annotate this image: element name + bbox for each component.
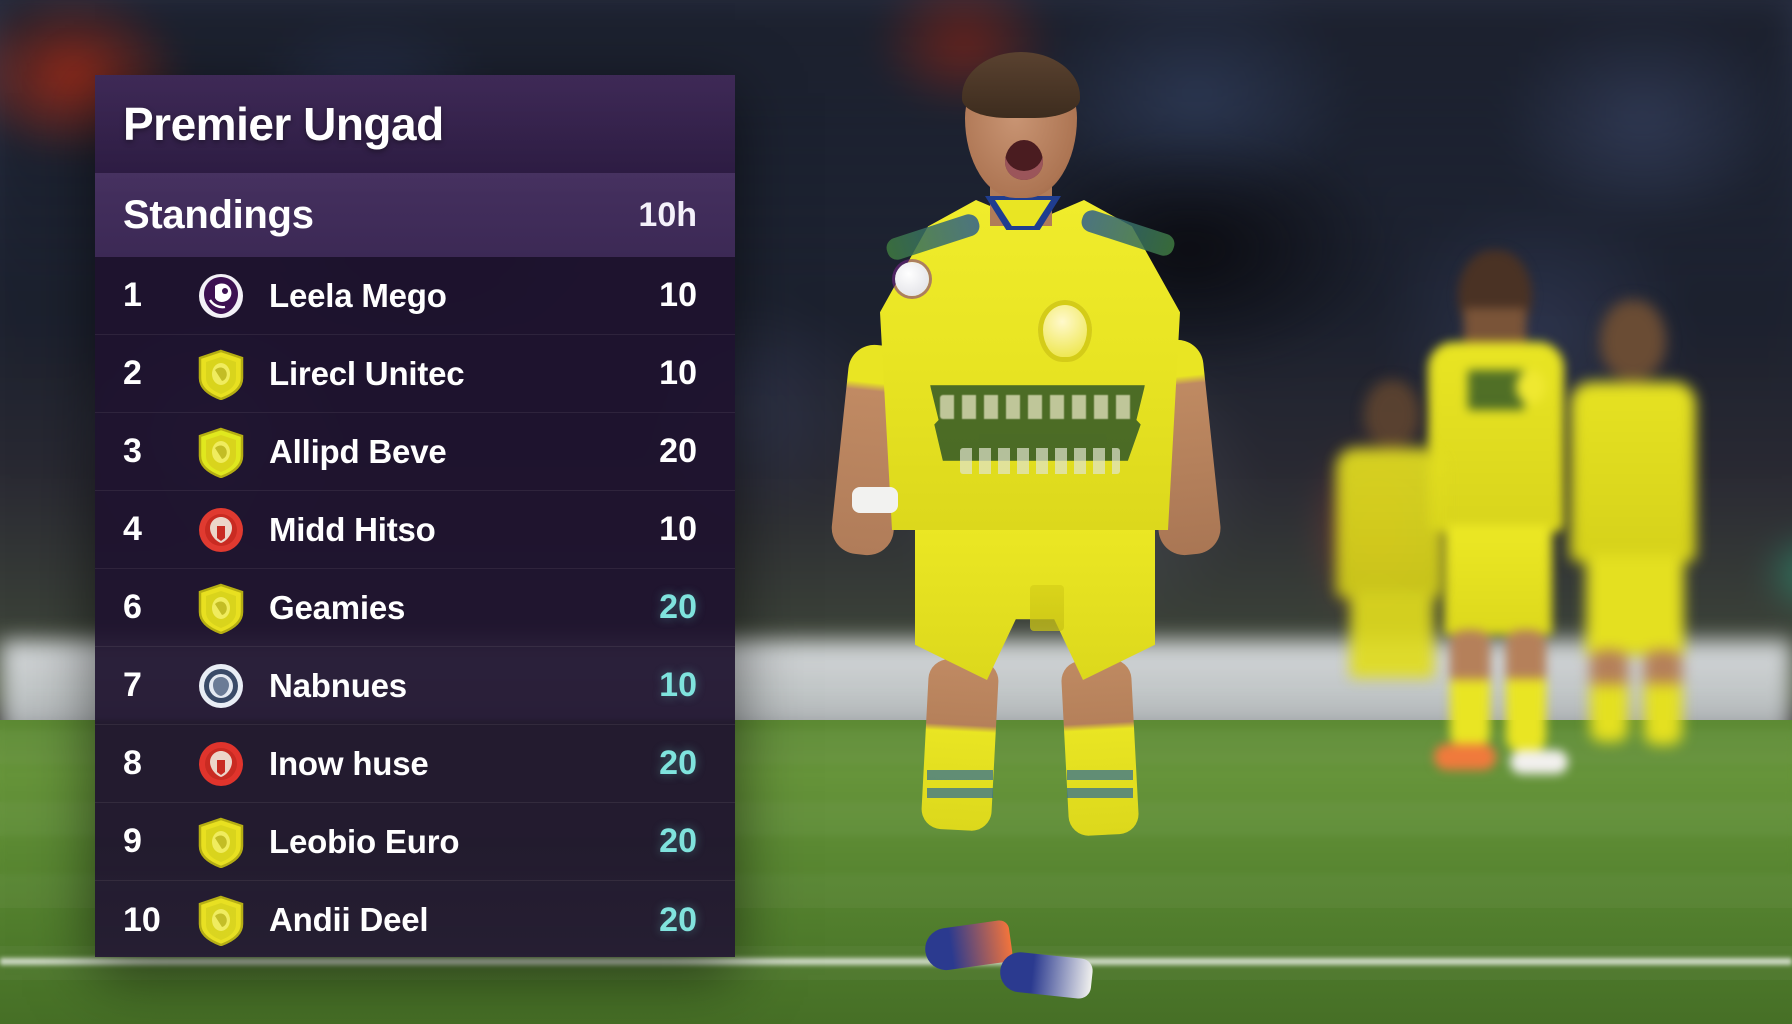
- row-team-name: Andii Deel: [269, 901, 429, 938]
- table-row-4[interactable]: 4 Midd Hitso 10: [95, 491, 735, 569]
- row-points: 10: [659, 666, 697, 704]
- row-rank: 4: [123, 510, 142, 548]
- premier-league-lion-crest-svg: [199, 273, 243, 318]
- yellow-shield-crest-svg: [198, 817, 244, 868]
- row-team-name: Lirecl Unitec: [269, 354, 465, 392]
- row-rank: 2: [123, 354, 142, 392]
- row-rank: 8: [123, 744, 142, 782]
- row-points: 20: [659, 744, 697, 782]
- table-row-1[interactable]: 1 Leela Mego 10: [95, 257, 735, 335]
- pitch-marking-line: [0, 958, 1792, 965]
- yellow-shield-crest-icon: [195, 426, 247, 478]
- panel-title-bar: Premier Ungad: [95, 75, 735, 173]
- yellow-shield-crest-icon: [195, 582, 247, 634]
- silver-circle-crest-svg: [199, 663, 243, 708]
- red-circle-crest-icon: [195, 504, 247, 556]
- yellow-shield-crest-svg: [198, 349, 244, 400]
- standings-header[interactable]: Standings 10h: [95, 173, 735, 257]
- row-rank: 9: [123, 822, 142, 860]
- shirt-premier-league-badge: [895, 262, 929, 296]
- yellow-shield-crest-icon: [195, 816, 247, 868]
- yellow-shield-crest-icon: [195, 348, 247, 400]
- row-team-name: Leela Mego: [269, 276, 447, 314]
- yellow-shield-crest-svg: [198, 895, 244, 946]
- red-circle-crest-svg: [199, 507, 243, 552]
- row-team-name: Geamies: [269, 588, 406, 626]
- row-team-name: Midd Hitso: [269, 510, 436, 548]
- table-row-9[interactable]: 9 Leobio Euro 20: [95, 803, 735, 881]
- background-player-1: [1420, 250, 1570, 774]
- row-rank: 3: [123, 432, 142, 470]
- row-rank: 6: [123, 588, 142, 626]
- standings-label: Standings: [123, 192, 314, 237]
- standings-panel: Premier Ungad Standings 10h 1 Leela Mego…: [95, 75, 735, 957]
- row-rank: 1: [123, 276, 142, 314]
- premier-league-lion-crest-icon: [195, 270, 247, 322]
- table-row-3[interactable]: 3 Allipd Beve 20: [95, 413, 735, 491]
- row-points: 20: [659, 900, 697, 939]
- page-title: Premier Ungad: [123, 98, 444, 150]
- yellow-shield-crest-svg: [198, 583, 244, 634]
- table-row-7[interactable]: 7 Nabnues 10: [95, 647, 735, 725]
- standings-table: 1 Leela Mego 10 2 Lirecl Unitec 10 3 All…: [95, 257, 735, 957]
- row-points: 10: [659, 276, 697, 314]
- red-circle-crest-icon: [195, 738, 247, 790]
- yellow-shield-crest-svg: [198, 427, 244, 478]
- table-row-6[interactable]: 6 Geamies 20: [95, 569, 735, 647]
- row-team-name: Nabnues: [269, 666, 407, 704]
- yellow-shield-crest-icon: [195, 894, 247, 946]
- row-points: 10: [659, 354, 697, 392]
- silver-circle-crest-icon: [195, 660, 247, 712]
- table-row-2[interactable]: 2 Lirecl Unitec 10: [95, 335, 735, 413]
- table-row-10[interactable]: 10 Andii Deel 20: [95, 881, 735, 957]
- shirt-club-crest: [1038, 300, 1092, 362]
- row-rank: 10: [123, 900, 161, 939]
- background-player-2: [1560, 300, 1700, 745]
- row-points: 20: [659, 432, 697, 470]
- row-rank: 7: [123, 666, 142, 704]
- red-circle-crest-svg: [199, 741, 243, 786]
- row-points: 20: [659, 588, 697, 626]
- row-team-name: Leobio Euro: [269, 822, 460, 860]
- standings-meta-value: 10h: [638, 195, 697, 234]
- background-player-3: [1330, 380, 1450, 710]
- row-points: 20: [659, 822, 697, 860]
- row-team-name: Allipd Beve: [269, 432, 447, 470]
- table-row-8[interactable]: 8 Inow huse 20: [95, 725, 735, 803]
- row-points: 10: [659, 510, 697, 548]
- row-team-name: Inow huse: [269, 744, 429, 782]
- wrist-tape: [852, 487, 898, 513]
